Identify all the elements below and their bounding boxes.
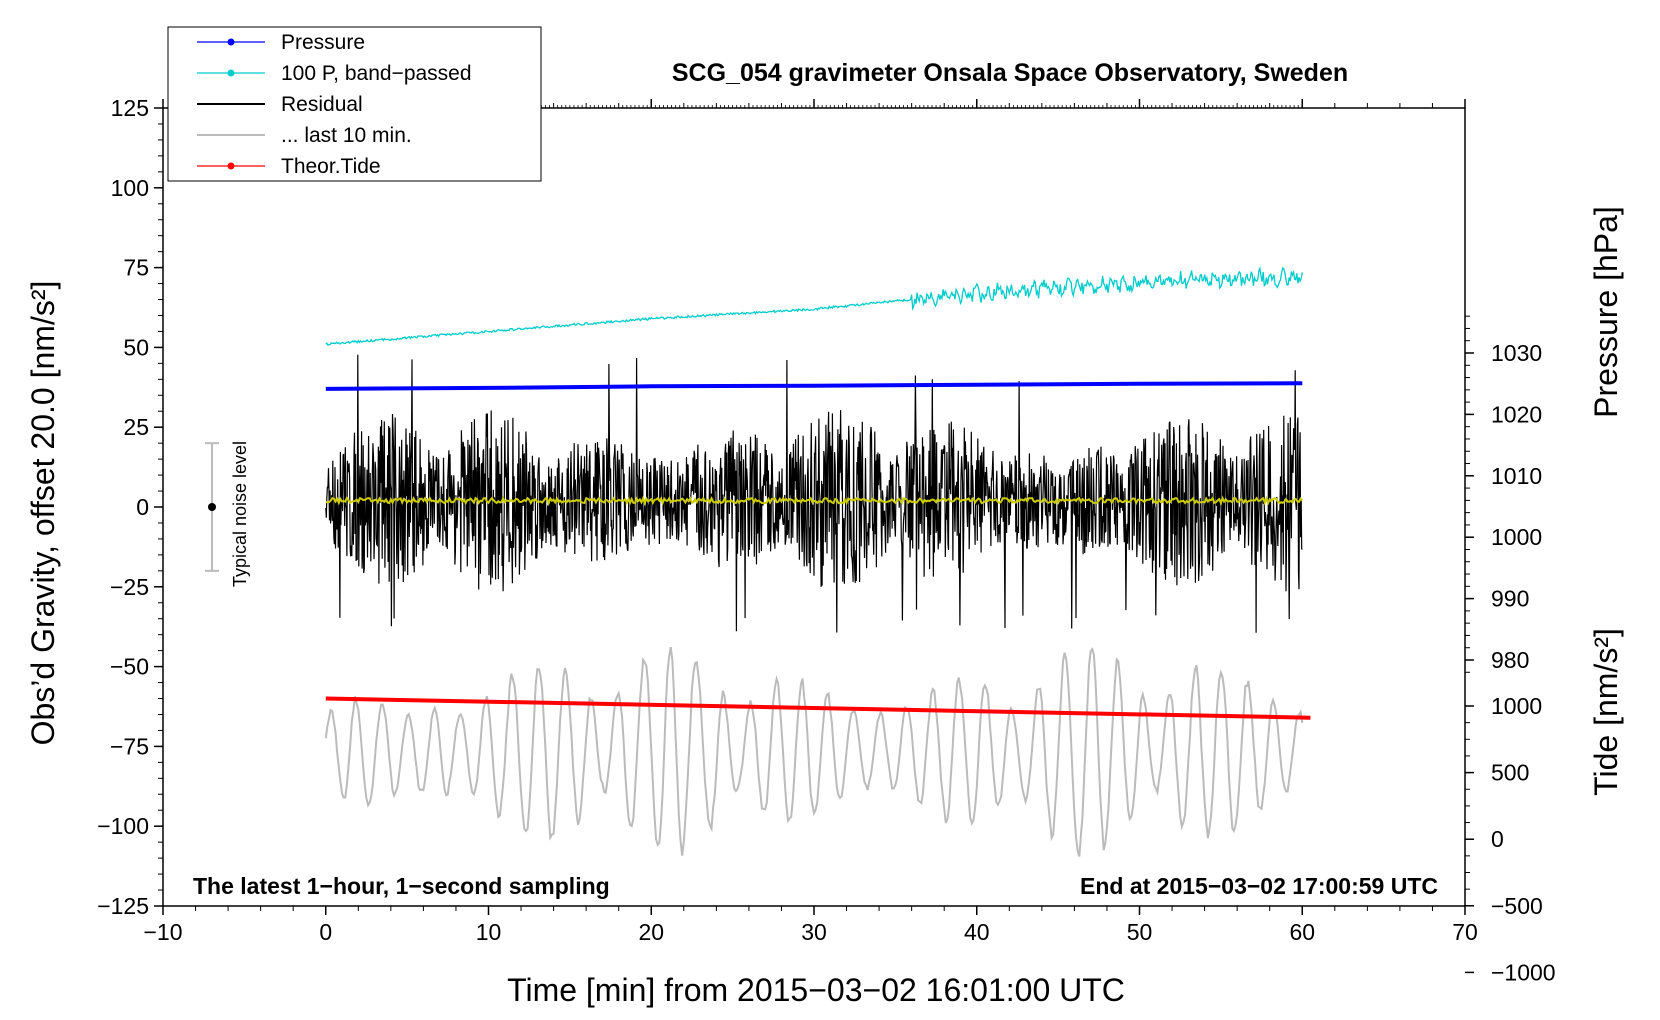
tide-tick-label: 500 [1491, 760, 1529, 786]
legend-marker [227, 69, 235, 77]
pressure-tick-label: 1030 [1491, 340, 1542, 366]
legend-marker [227, 38, 235, 46]
y-axis-title-tide: Tide [nm/s²] [1588, 628, 1624, 796]
legend-marker [227, 162, 235, 170]
y-tick-label: 50 [123, 334, 149, 360]
series-residual [325, 354, 1303, 633]
legend-label: ... last 10 min. [281, 124, 412, 147]
x-tick-label: 50 [1127, 919, 1153, 945]
y-tick-label: 125 [111, 95, 149, 121]
y-axis-title-left: Obs’d Gravity, offset 20.0 [nm/s²] [25, 281, 61, 746]
tide-tick-label: 1000 [1491, 693, 1542, 719]
series-band-passed-pressure [325, 265, 1303, 346]
pressure-tick-label: 990 [1491, 586, 1529, 612]
chart-title: SCG_054 gravimeter Onsala Space Observat… [672, 59, 1348, 87]
noise-bar-center [208, 503, 216, 511]
x-tick-label: 60 [1289, 919, 1315, 945]
x-tick-label: −10 [143, 919, 182, 945]
x-tick-label: 10 [476, 919, 502, 945]
legend-label: Pressure [281, 31, 365, 54]
axes-layer: −10 0 10 20 30 40 50 60 701251007550250−25−50−75… [97, 95, 1556, 985]
legend-label: Residual [281, 93, 363, 116]
series-residual-mean [325, 495, 1304, 507]
x-tick-label: 30 [801, 919, 827, 945]
y-tick-label: 25 [123, 414, 149, 440]
legend: Pressure 100 P, band−passed Residual ... la… [167, 26, 542, 182]
legend-label: Theor.Tide [281, 155, 381, 178]
y-axis-title-pressure: Pressure [hPa] [1588, 206, 1624, 418]
noise-level-label: Typical noise level [230, 441, 250, 587]
y-tick-label: −25 [110, 574, 149, 600]
pressure-tick-label: 1020 [1491, 401, 1542, 427]
data-layer [324, 265, 1311, 857]
y-tick-label: 100 [111, 175, 149, 201]
x-tick-label: 70 [1452, 919, 1478, 945]
annotation-end-time: End at 2015−03−02 17:00:59 UTC [1080, 873, 1438, 899]
x-tick-label: 20 [638, 919, 664, 945]
y-tick-label: −50 [110, 654, 149, 680]
y-tick-label: 75 [123, 255, 149, 281]
pressure-tick-label: 1010 [1491, 463, 1542, 489]
pressure-tick-label: 980 [1491, 647, 1529, 673]
series-pressure [325, 381, 1303, 391]
tide-tick-label: −500 [1491, 893, 1543, 919]
annotation-sampling: The latest 1−hour, 1−second sampling [193, 873, 610, 899]
tide-tick-label: 0 [1491, 826, 1504, 852]
y-tick-label: 0 [136, 494, 149, 520]
x-tick-label: 40 [964, 919, 990, 945]
legend-label: 100 P, band−passed [281, 62, 472, 85]
series-last-10-min [324, 646, 1304, 857]
y-tick-label: −125 [97, 893, 149, 919]
y-tick-label: −100 [97, 813, 149, 839]
tide-tick-label: −1000 [1491, 959, 1556, 985]
x-tick-label: 0 [319, 919, 332, 945]
x-axis-title: Time [min] from 2015−03−02 16:01:00 UTC [507, 972, 1125, 1008]
series-theor-tide [325, 696, 1311, 720]
pressure-tick-label: 1000 [1491, 524, 1542, 550]
y-tick-label: −75 [110, 733, 149, 759]
